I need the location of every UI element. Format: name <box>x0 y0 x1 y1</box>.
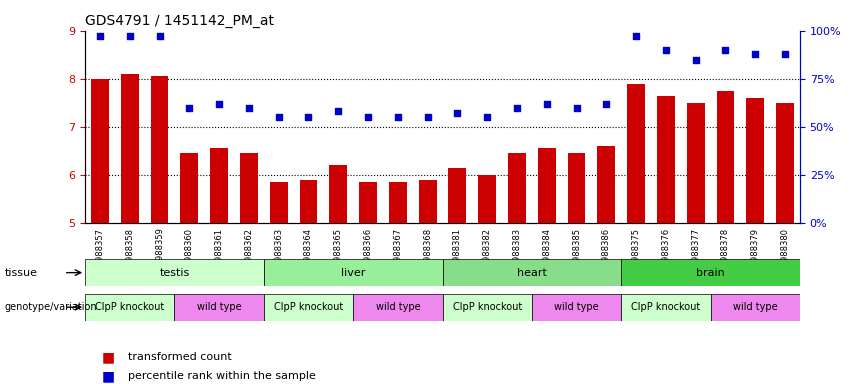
FancyBboxPatch shape <box>174 294 264 321</box>
Bar <box>91 79 109 223</box>
FancyBboxPatch shape <box>264 294 353 321</box>
Point <box>94 33 107 40</box>
FancyBboxPatch shape <box>532 294 621 321</box>
Bar <box>329 165 347 223</box>
FancyBboxPatch shape <box>711 294 800 321</box>
Point <box>271 114 285 120</box>
Text: ClpP knockout: ClpP knockout <box>95 302 164 312</box>
Point <box>778 51 791 57</box>
Point <box>510 104 523 111</box>
Point <box>569 104 583 111</box>
Point <box>450 110 464 116</box>
Bar <box>151 76 168 223</box>
Bar <box>419 180 437 223</box>
Text: testis: testis <box>159 268 190 278</box>
Point <box>688 56 702 63</box>
Bar <box>478 175 496 223</box>
FancyBboxPatch shape <box>621 294 711 321</box>
Text: liver: liver <box>341 268 365 278</box>
Point <box>718 47 732 53</box>
Bar <box>746 98 764 223</box>
Point <box>391 114 404 120</box>
Text: heart: heart <box>517 268 547 278</box>
FancyBboxPatch shape <box>85 259 264 286</box>
Point <box>748 51 762 57</box>
Point <box>331 108 345 114</box>
Text: tissue: tissue <box>4 268 37 278</box>
Bar <box>538 148 556 223</box>
Text: ClpP knockout: ClpP knockout <box>631 302 700 312</box>
Point <box>242 104 255 111</box>
Bar <box>508 153 526 223</box>
Bar <box>121 74 139 223</box>
Text: ■: ■ <box>102 369 115 383</box>
Text: ■: ■ <box>102 350 115 364</box>
FancyBboxPatch shape <box>621 259 800 286</box>
Point <box>540 101 553 107</box>
FancyBboxPatch shape <box>85 294 174 321</box>
Bar <box>300 180 317 223</box>
Text: brain: brain <box>696 268 725 278</box>
Bar <box>359 182 377 223</box>
Bar <box>776 103 794 223</box>
FancyBboxPatch shape <box>443 294 532 321</box>
Text: wild type: wild type <box>554 302 599 312</box>
Bar <box>597 146 615 223</box>
Text: wild type: wild type <box>733 302 778 312</box>
Point <box>361 114 374 120</box>
Text: ClpP knockout: ClpP knockout <box>274 302 343 312</box>
Point <box>123 33 136 40</box>
Point <box>659 47 672 53</box>
Text: wild type: wild type <box>197 302 242 312</box>
Bar <box>687 103 705 223</box>
Bar <box>448 167 466 223</box>
Text: wild type: wild type <box>375 302 420 312</box>
Point <box>301 114 315 120</box>
FancyBboxPatch shape <box>264 259 443 286</box>
FancyBboxPatch shape <box>353 294 443 321</box>
Bar <box>389 182 407 223</box>
Bar <box>210 148 228 223</box>
Text: genotype/variation: genotype/variation <box>4 302 97 312</box>
Bar <box>568 153 585 223</box>
FancyBboxPatch shape <box>443 259 621 286</box>
Text: ClpP knockout: ClpP knockout <box>453 302 522 312</box>
Bar <box>657 96 675 223</box>
Text: GDS4791 / 1451142_PM_at: GDS4791 / 1451142_PM_at <box>85 14 274 28</box>
Bar <box>270 182 288 223</box>
Point <box>182 104 196 111</box>
Bar <box>180 153 198 223</box>
Bar <box>240 153 258 223</box>
Bar <box>627 84 645 223</box>
Point <box>152 33 166 40</box>
Point <box>629 33 643 40</box>
Bar <box>717 91 734 223</box>
Point <box>480 114 494 120</box>
Text: transformed count: transformed count <box>128 352 231 362</box>
Point <box>599 101 613 107</box>
Point <box>212 101 226 107</box>
Point <box>420 114 434 120</box>
Text: percentile rank within the sample: percentile rank within the sample <box>128 371 316 381</box>
